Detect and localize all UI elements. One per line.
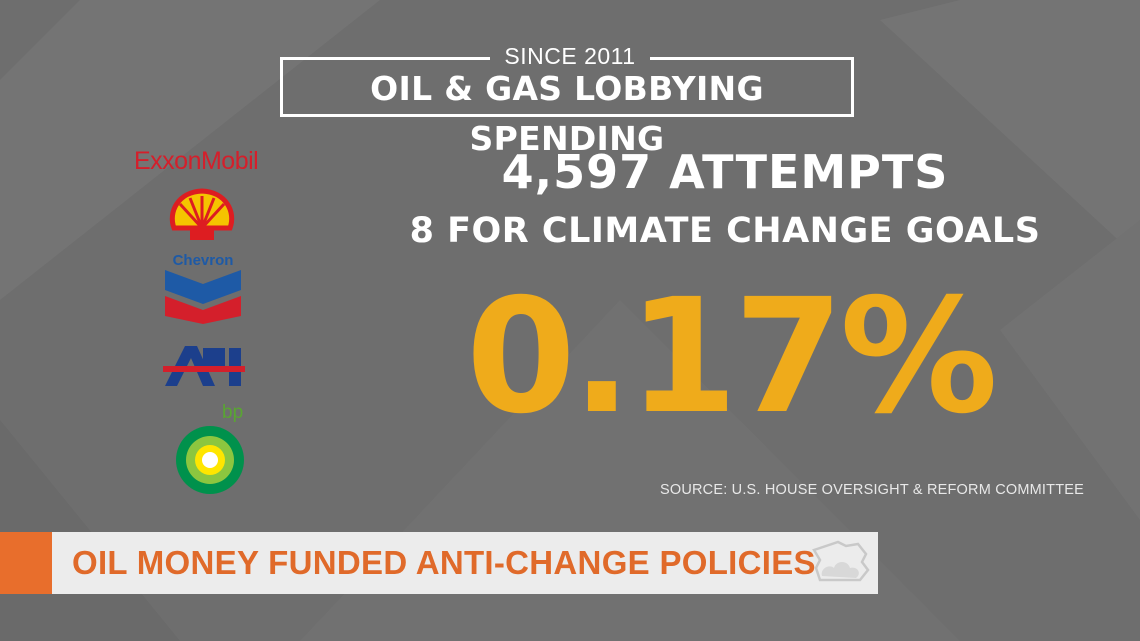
exxonmobil-logo: ExxonMobil: [134, 147, 259, 175]
attempts-stat: 4,597 ATTEMPTS: [501, 145, 949, 199]
state-weather-icon: [808, 536, 872, 590]
source-citation: SOURCE: U.S. HOUSE OVERSIGHT & REFORM CO…: [659, 482, 1084, 498]
since-label: SINCE 2011: [490, 42, 650, 70]
chevron-logo: Chevron: [163, 250, 243, 326]
chevron-wordmark: Chevron: [172, 252, 234, 269]
lower-third-bar: [52, 532, 878, 594]
lower-third-accent: [0, 532, 52, 594]
percentage-stat: 0.17%: [465, 265, 998, 449]
api-logo-icon: [163, 342, 245, 390]
bp-wordmark: bp: [222, 402, 244, 423]
page-title: OIL & GAS LOBBYING SPENDING: [370, 69, 764, 158]
chevron-chevrons-icon: [165, 270, 241, 324]
lower-third-headline: OIL MONEY FUNDED ANTI-CHANGE POLICIES: [72, 544, 816, 581]
climate-goals-stat: 8 FOR CLIMATE CHANGE GOALS: [409, 211, 1041, 251]
bp-helios-icon: [176, 426, 244, 494]
bp-logo: bp: [168, 402, 260, 497]
shell-logo-icon: [166, 188, 238, 244]
